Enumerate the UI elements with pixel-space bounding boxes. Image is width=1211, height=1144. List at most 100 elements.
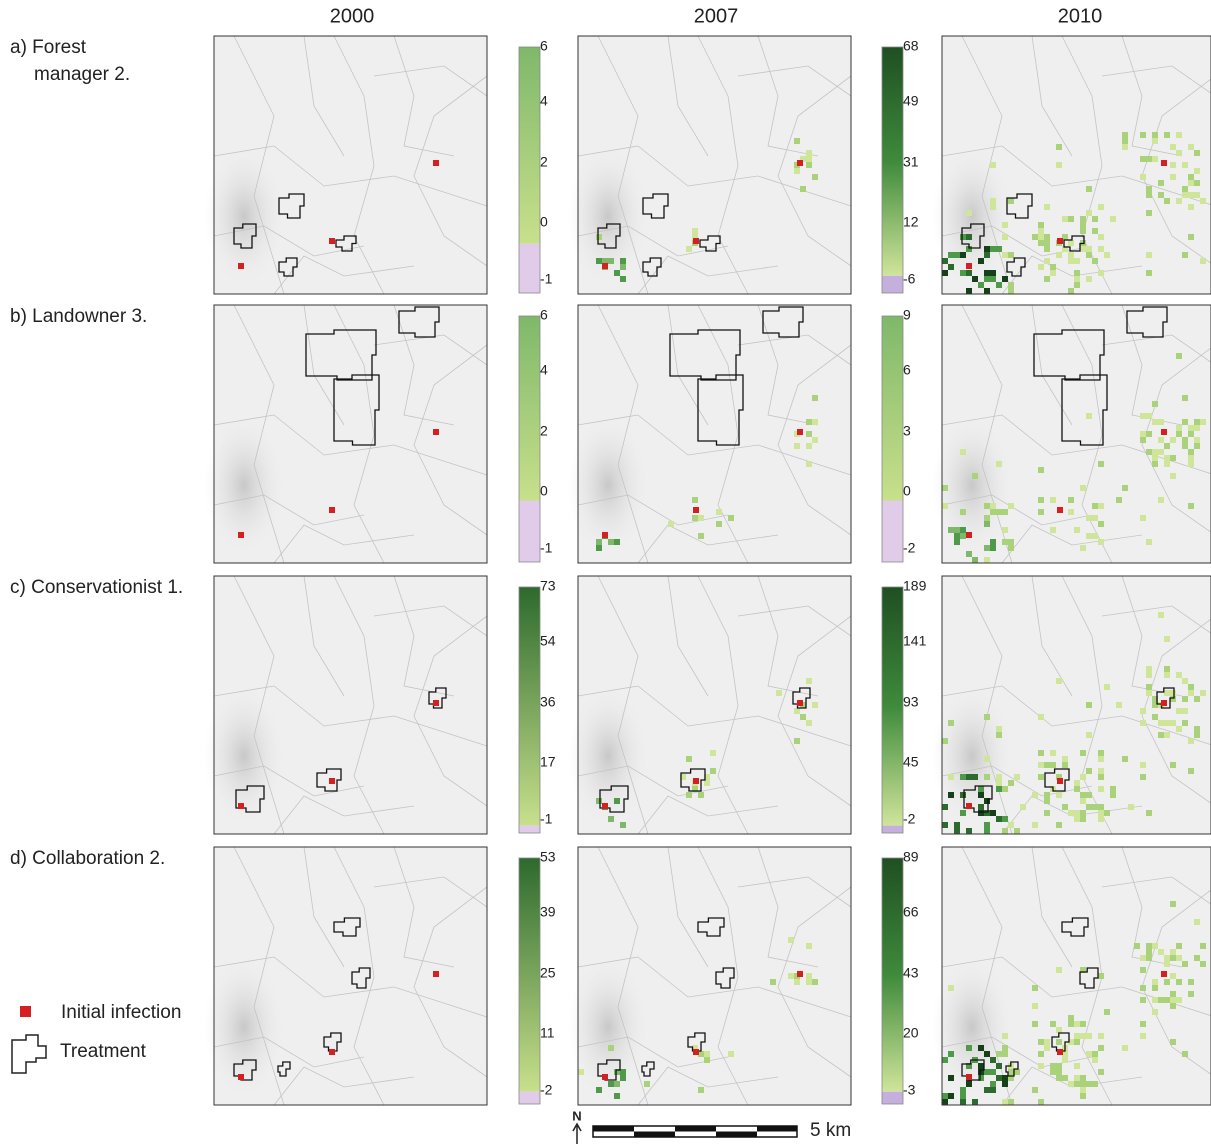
infection-cell: [1038, 240, 1044, 246]
infection-cell: [794, 138, 800, 144]
infection-cell: [1050, 1069, 1056, 1075]
infection-cell: [806, 443, 812, 449]
infection-cell: [1068, 258, 1074, 264]
infection-cell: [1056, 822, 1062, 828]
infection-cell: [990, 539, 996, 545]
colorbar-negative: [519, 501, 540, 563]
infection-cell: [1122, 485, 1128, 491]
infection-cell: [1104, 684, 1110, 690]
infection-cell: [1080, 1021, 1086, 1027]
row-label: d) Collaboration 2.: [10, 848, 165, 869]
infection-cell: [1182, 1051, 1188, 1057]
infection-cell: [1164, 979, 1170, 985]
infection-cell: [806, 678, 812, 684]
infection-cell: [1140, 1021, 1146, 1027]
infection-cell: [728, 515, 734, 521]
infection-cell: [1152, 138, 1158, 144]
colorbar-tick: -2: [903, 540, 916, 556]
infection-cell: [1188, 204, 1194, 210]
infection-cell: [596, 539, 602, 545]
infection-cell: [1032, 985, 1038, 991]
infection-cell: [1146, 449, 1152, 455]
infection-cell: [1164, 636, 1170, 642]
colorbar-negative: [519, 244, 540, 293]
initial-infection: [1057, 778, 1063, 784]
infection-cell: [1038, 228, 1044, 234]
infection-cell: [1146, 949, 1152, 955]
infection-cell: [1062, 762, 1068, 768]
colorbar-tick: 25: [540, 965, 556, 981]
infection-cell: [1140, 437, 1146, 443]
infection-cell: [972, 557, 978, 563]
infection-cell: [1092, 258, 1098, 264]
map-panel: [568, 305, 851, 563]
infection-cell: [1170, 455, 1176, 461]
infection-cell: [984, 246, 990, 252]
infection-cell: [1086, 702, 1092, 708]
infection-cell: [1182, 437, 1188, 443]
infection-cell: [1056, 1027, 1062, 1033]
infection-cell: [1002, 1081, 1008, 1087]
infection-cell: [1140, 774, 1146, 780]
infection-cell: [1194, 955, 1200, 961]
initial-infection: [1161, 160, 1167, 166]
infection-cell: [1086, 186, 1092, 192]
infection-cell: [620, 822, 626, 828]
infection-cell: [1188, 461, 1194, 467]
infection-cell: [1182, 419, 1188, 425]
row-label: a) Forest: [10, 37, 87, 58]
infection-cell: [1074, 810, 1080, 816]
infection-cell: [1176, 132, 1182, 138]
initial-infection: [797, 700, 803, 706]
infection-cell: [1146, 192, 1152, 198]
colorbar: [519, 858, 540, 1092]
figure: Initial infection Treatment N 5 km 20002…: [0, 0, 1211, 1144]
infection-cell: [948, 252, 954, 258]
colorbar-tick: 43: [903, 965, 919, 981]
initial-infection: [238, 803, 244, 809]
infection-cell: [1068, 509, 1074, 515]
infection-cell: [1038, 762, 1044, 768]
infection-cell: [1098, 204, 1104, 210]
infection-cell: [698, 792, 704, 798]
infection-cell: [1038, 497, 1044, 503]
infection-cell: [1122, 756, 1128, 762]
infection-cell: [960, 792, 966, 798]
infection-cell: [942, 822, 948, 828]
infection-cell: [972, 774, 978, 780]
infection-cell: [1164, 443, 1170, 449]
colorbar-tick: 141: [903, 633, 927, 649]
infection-cell: [1140, 997, 1146, 1003]
infection-cell: [1068, 1015, 1074, 1021]
infection-cell: [1140, 413, 1146, 419]
infection-cell: [1098, 234, 1104, 240]
infection-cell: [1056, 252, 1062, 258]
infection-cell: [1032, 234, 1038, 240]
infection-cell: [1056, 162, 1062, 168]
infection-cell: [1140, 1033, 1146, 1039]
infection-cell: [806, 156, 812, 162]
legend-infection: Initial infection: [61, 1002, 181, 1023]
infection-cell: [978, 258, 984, 264]
infection-cell: [1152, 419, 1158, 425]
colorbar-tick: 3: [903, 423, 911, 439]
colorbar-negative: [882, 501, 903, 563]
infection-cell: [1008, 780, 1014, 786]
colorbar-tick: 6: [540, 38, 548, 54]
infection-cell: [1038, 1063, 1044, 1069]
colorbar: [882, 858, 903, 1092]
infection-cell: [1170, 1003, 1176, 1009]
infection-cell: [596, 1087, 602, 1093]
infection-cell: [1044, 246, 1050, 252]
infection-cell: [1140, 156, 1146, 162]
infection-cell: [972, 473, 978, 479]
infection-cell: [788, 973, 794, 979]
infection-cell: [1188, 449, 1194, 455]
infection-cell: [1146, 539, 1152, 545]
colorbar: [519, 47, 540, 244]
infection-cell: [608, 1045, 614, 1051]
map-panel: [568, 847, 851, 1105]
column-header: 2007: [694, 5, 739, 27]
infection-cell: [1086, 792, 1092, 798]
infection-cell: [1182, 186, 1188, 192]
